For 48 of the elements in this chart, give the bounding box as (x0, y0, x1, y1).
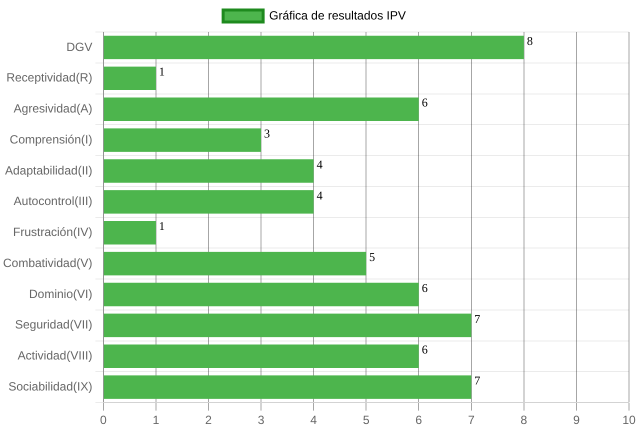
x-tick-label: 0 (100, 413, 108, 428)
x-tick-label: 3 (258, 413, 265, 428)
y-tick-label: Seguridad(VII) (14, 318, 92, 332)
x-tick-label: 6 (415, 413, 422, 428)
y-tick-label: Frustración(IV) (13, 225, 92, 240)
y-tick-label: Dominio(VI) (29, 286, 92, 301)
x-tick-label: 9 (573, 413, 580, 428)
data-label: 6 (422, 342, 428, 357)
bar (104, 344, 419, 368)
legend-label: Gráfica de resultados IPV (269, 8, 406, 22)
data-label: 3 (264, 126, 270, 141)
data-label: 6 (422, 96, 428, 110)
bar (104, 252, 366, 276)
data-label: 4 (316, 157, 323, 172)
bar (104, 128, 262, 152)
x-tick-label: 5 (362, 413, 370, 428)
x-tick-label: 8 (520, 413, 528, 428)
x-tick-label: 2 (205, 413, 212, 428)
bar (104, 97, 419, 121)
bar (104, 66, 156, 90)
bar (104, 190, 314, 214)
data-label: 1 (158, 219, 165, 234)
y-tick-label: Comprensión(I) (10, 132, 92, 146)
bar (104, 282, 419, 306)
y-tick-label: Actividad(VIII) (18, 348, 92, 363)
data-label: 6 (422, 280, 428, 295)
data-label: 7 (474, 374, 480, 388)
y-tick-label: Combatividad(V) (2, 256, 92, 270)
x-tick-label: 7 (468, 413, 475, 428)
x-tick-label: 1 (152, 413, 160, 428)
data-label: 5 (369, 250, 376, 264)
x-tick-label: 10 (622, 413, 636, 428)
bar (104, 159, 314, 183)
x-tick-label: 4 (310, 413, 318, 428)
y-tick-label: Receptividad(R) (6, 70, 92, 85)
data-label: 4 (316, 188, 323, 202)
bar (104, 36, 524, 60)
bar (104, 314, 472, 338)
data-label: 8 (526, 34, 533, 48)
y-tick-label: DGV (66, 40, 92, 54)
bar (104, 375, 472, 399)
y-tick-label: Autocontrol(III) (14, 194, 92, 208)
bar (104, 221, 156, 244)
y-tick-label: Agresividad(A) (14, 102, 92, 116)
y-tick-label: Sociabilidad(IX) (8, 379, 92, 394)
data-label: 1 (158, 64, 165, 79)
y-tick-label: Adaptabilidad(II) (4, 163, 92, 178)
data-label: 7 (474, 312, 480, 326)
